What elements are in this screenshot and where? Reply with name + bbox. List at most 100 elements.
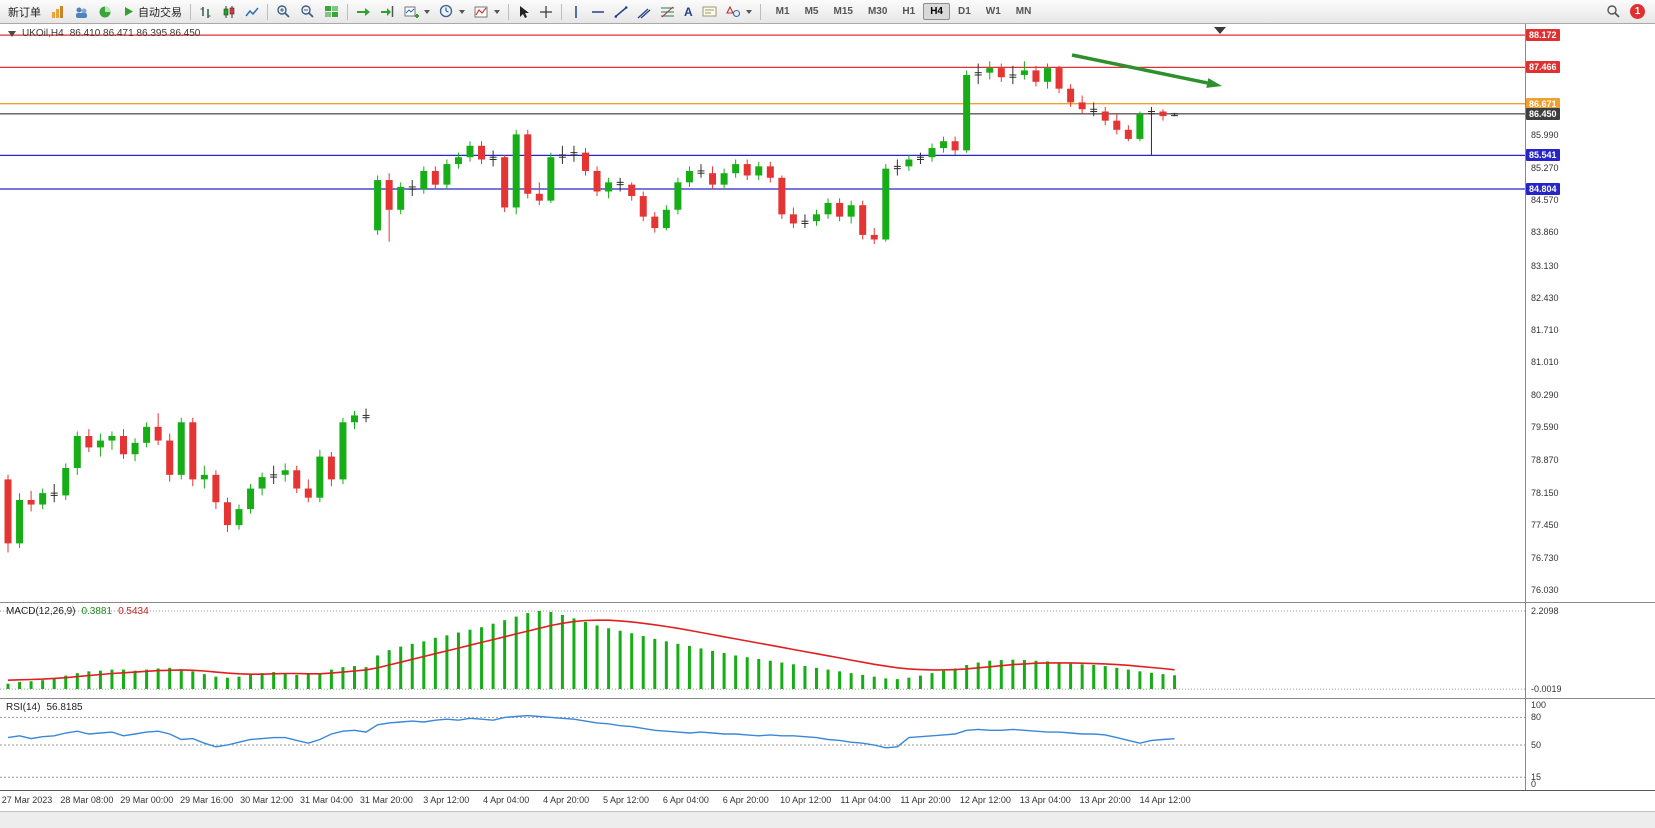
candle bbox=[258, 472, 266, 496]
crosshair-tool-button[interactable] bbox=[535, 2, 557, 22]
bar-chart-window-button[interactable] bbox=[46, 2, 69, 22]
chart-title: UKOil,H4 86.410 86.471 86.395 86.450 bbox=[8, 28, 200, 39]
candles bbox=[4, 61, 1179, 553]
candle bbox=[304, 479, 312, 503]
toolbar-separator bbox=[561, 3, 562, 20]
main-chart-panel[interactable]: UKOil,H4 86.410 86.471 86.395 86.450 85.… bbox=[0, 24, 1655, 602]
time-label: 29 Mar 16:00 bbox=[180, 795, 234, 805]
chart-shift-button[interactable] bbox=[376, 2, 399, 22]
rsi-panel[interactable]: RSI(14) 56.8185 100 80 50 15 0 bbox=[0, 698, 1655, 791]
time-axis[interactable]: 27 Mar 2023 28 Mar 08:00 29 Mar 00:00 29 Ma… bbox=[0, 790, 1655, 811]
zoom-in-button[interactable] bbox=[272, 2, 295, 22]
candle bbox=[397, 182, 405, 215]
timeframe-button-m15[interactable]: M15 bbox=[833, 6, 853, 17]
channel-icon bbox=[637, 8, 651, 18]
chart-shift-icon bbox=[381, 6, 394, 17]
price-badge-86.671: 86.671 bbox=[1526, 97, 1560, 110]
candle bbox=[639, 191, 647, 222]
zoom-out-icon bbox=[301, 5, 314, 18]
bar-chart-mode-button[interactable] bbox=[195, 2, 217, 22]
candle bbox=[558, 145, 566, 165]
candle bbox=[732, 159, 740, 178]
indicators-icon bbox=[474, 6, 488, 17]
horizontal-line-tool-button[interactable] bbox=[587, 2, 609, 22]
trendline-tool-button[interactable] bbox=[610, 2, 632, 22]
one-click-trading-toggle-icon[interactable] bbox=[8, 30, 16, 37]
candle bbox=[870, 228, 878, 245]
time-label: 30 Mar 12:00 bbox=[240, 795, 294, 805]
timeframe-button-w1[interactable]: W1 bbox=[985, 6, 1001, 17]
candlestick-mode-button[interactable] bbox=[218, 2, 240, 22]
chart-symbol-period: UKOil,H4 bbox=[22, 28, 64, 39]
candle bbox=[813, 209, 820, 226]
cursor-tool-button[interactable] bbox=[513, 2, 534, 22]
trend-arrow[interactable] bbox=[1071, 53, 1208, 85]
candle bbox=[200, 465, 208, 489]
timeframe-button-d1[interactable]: D1 bbox=[957, 6, 971, 17]
trendline-icon bbox=[614, 5, 628, 18]
time-label: 11 Apr 04:00 bbox=[840, 795, 891, 805]
shapes-icon bbox=[725, 5, 740, 18]
text-tool-button[interactable]: A bbox=[680, 2, 697, 22]
chevron-down-icon bbox=[459, 9, 465, 14]
candle bbox=[512, 129, 520, 215]
auto-scroll-button[interactable] bbox=[352, 2, 375, 22]
timeframe-button-h4[interactable]: H4 bbox=[923, 3, 950, 20]
pie-chart-icon bbox=[99, 6, 111, 17]
candle bbox=[362, 408, 370, 423]
candle bbox=[997, 63, 1005, 82]
notification-badge[interactable]: 1 bbox=[1630, 4, 1645, 19]
price-tick: 77.450 bbox=[1531, 520, 1559, 531]
text-label-icon bbox=[702, 6, 717, 17]
candle bbox=[270, 465, 278, 484]
search-button[interactable] bbox=[1602, 2, 1625, 22]
autotrading-button[interactable]: 自动交易 bbox=[118, 2, 186, 22]
toolbar-separator bbox=[759, 3, 761, 20]
timeframe-button-m1[interactable]: M1 bbox=[775, 6, 790, 17]
new-order-label: 新订单 bbox=[8, 6, 41, 19]
time-label: 31 Mar 04:00 bbox=[299, 795, 354, 805]
candle bbox=[893, 159, 901, 176]
channel-tool-button[interactable] bbox=[633, 2, 655, 22]
timeframe-button-mn[interactable]: MN bbox=[1015, 6, 1032, 17]
text-label-tool-button[interactable] bbox=[698, 2, 721, 22]
tile-windows-button[interactable] bbox=[320, 2, 343, 22]
time-label: 5 Apr 12:00 bbox=[602, 795, 650, 805]
vertical-line-tool-button[interactable] bbox=[566, 2, 586, 22]
timeframe-button-m5[interactable]: M5 bbox=[804, 6, 819, 17]
new-chart-button[interactable] bbox=[400, 2, 434, 22]
zoom-out-button[interactable] bbox=[296, 2, 319, 22]
rsi-label: RSI(14) 56.8185 bbox=[6, 702, 83, 713]
horizontal-line-icon bbox=[592, 10, 604, 13]
candle bbox=[859, 200, 867, 240]
candle bbox=[385, 173, 393, 242]
candle bbox=[293, 465, 301, 494]
candle bbox=[593, 166, 601, 197]
macd-panel[interactable]: MACD(12,26,9) 0.3881 0.5434 2.2098 -0.001… bbox=[0, 602, 1655, 699]
market-overview-button[interactable] bbox=[94, 2, 117, 22]
accounts-button[interactable] bbox=[70, 2, 93, 22]
time-label: 4 Apr 04:00 bbox=[483, 795, 530, 805]
trend-arrow-head[interactable] bbox=[1206, 78, 1222, 88]
rsi-chart bbox=[0, 699, 1526, 791]
fibonacci-tool-button[interactable] bbox=[656, 2, 679, 22]
candle bbox=[974, 63, 982, 85]
candlestick-chart bbox=[0, 24, 1526, 602]
period-selector-button[interactable] bbox=[435, 2, 469, 22]
toolbar: 新订单 自动交易 bbox=[0, 0, 1655, 24]
macd-axis-min: -0.0019 bbox=[1531, 684, 1562, 695]
candle bbox=[154, 413, 162, 446]
arrows-tool-button[interactable] bbox=[722, 2, 756, 22]
clock-icon bbox=[439, 4, 453, 18]
line-chart-mode-button[interactable] bbox=[241, 2, 263, 22]
indicators-button[interactable] bbox=[470, 2, 504, 22]
candle bbox=[4, 474, 12, 553]
chart-shift-marker[interactable] bbox=[1214, 27, 1226, 34]
timeframe-button-m30[interactable]: M30 bbox=[867, 6, 888, 17]
candle bbox=[535, 182, 543, 206]
new-order-button[interactable]: 新订单 bbox=[4, 2, 45, 22]
timeframe-button-h1[interactable]: H1 bbox=[902, 6, 916, 17]
time-label: 3 Apr 12:00 bbox=[423, 795, 470, 805]
toolbar-separator bbox=[190, 3, 191, 20]
